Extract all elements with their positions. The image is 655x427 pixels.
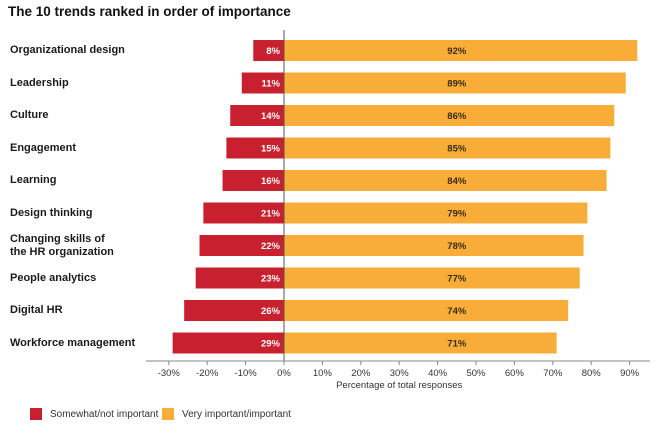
category-label: Leadership — [10, 77, 150, 90]
category-label: Engagement — [10, 142, 150, 155]
x-tick-label: -20% — [196, 368, 219, 379]
bar-negative-label: 23% — [261, 274, 281, 285]
category-label-line: Digital HR — [10, 304, 63, 316]
category-label-line: Design thinking — [10, 206, 93, 219]
category-label: Digital HR — [10, 304, 150, 317]
bar-positive-label: 79% — [447, 209, 467, 220]
bar-positive — [284, 235, 584, 256]
bar-positive-label: 77% — [447, 274, 467, 285]
category-label: Workforce management — [10, 337, 150, 350]
category-label: Design thinking — [10, 207, 150, 220]
bar-positive — [284, 267, 580, 289]
bar-positive — [284, 332, 557, 354]
category-label: Changing skills of the HR organization — [10, 233, 150, 259]
bar-negative-label: 16% — [261, 176, 281, 187]
x-tick-label: 60% — [505, 368, 525, 379]
bar-positive-label: 89% — [447, 79, 467, 90]
bar-positive — [284, 72, 626, 94]
bar-negative — [226, 137, 284, 159]
bar-negative-label: 21% — [261, 209, 281, 220]
legend-swatch-positive — [162, 408, 174, 420]
bar-negative — [222, 170, 284, 191]
category-label-line: Leadership — [10, 76, 69, 89]
bar-negative — [241, 72, 284, 94]
chart-title: The 10 trends ranked in order of importa… — [8, 4, 291, 19]
bar-negative — [199, 235, 284, 256]
x-tick-label: 20% — [351, 368, 371, 379]
bar-negative-label: 22% — [261, 241, 281, 252]
x-axis-title: Percentage of total responses — [336, 380, 462, 391]
category-label-line: Learning — [10, 174, 57, 186]
x-tick-label: 10% — [313, 368, 333, 379]
legend-label-negative: Somewhat/not important — [50, 408, 159, 420]
bar-negative-label: 29% — [261, 339, 281, 350]
x-tick-label: -30% — [158, 368, 181, 379]
x-tick-label: 90% — [620, 368, 640, 379]
bar-positive-label: 71% — [447, 339, 467, 350]
bar-positive — [284, 170, 607, 191]
bar-positive — [284, 300, 569, 321]
bar-positive-label: 84% — [447, 176, 467, 187]
legend-swatch-negative — [30, 408, 42, 420]
bar-negative — [172, 332, 284, 354]
x-tick-label: -10% — [235, 368, 258, 379]
category-label-line: Changing skills of — [10, 232, 105, 245]
x-tick-label: 30% — [390, 368, 410, 379]
bar-negative-label: 11% — [262, 79, 281, 90]
bar-positive — [284, 202, 588, 224]
bar-negative-label: 26% — [261, 306, 281, 317]
bar-positive-label: 85% — [447, 144, 467, 155]
category-label-line: People analytics — [10, 271, 97, 284]
bar-positive — [284, 105, 615, 126]
category-label-line: Organizational design — [10, 44, 125, 56]
x-tick-label: 0% — [277, 368, 291, 379]
bar-negative-label: 8% — [266, 46, 280, 57]
x-tick-label: 70% — [543, 368, 563, 379]
bar-positive — [284, 40, 638, 61]
legend-item-negative: Somewhat/not important — [30, 407, 158, 421]
category-label-line: Culture — [10, 109, 49, 121]
x-tick-label: 50% — [466, 368, 486, 379]
category-label: Learning — [10, 174, 150, 187]
bar-negative — [195, 267, 284, 289]
category-label: People analytics — [10, 272, 150, 285]
bar-positive-label: 92% — [447, 46, 467, 57]
category-label-line: Workforce management — [10, 336, 136, 349]
legend-item-positive: Very important/important — [162, 407, 291, 421]
bar-negative — [230, 105, 284, 126]
bar-negative-label: 15% — [261, 144, 281, 155]
bar-negative-label: 14% — [261, 111, 281, 122]
x-tick-label: 80% — [582, 368, 602, 379]
bar-negative — [184, 300, 284, 321]
category-label: Culture — [10, 109, 150, 122]
bar-positive-label: 74% — [447, 306, 467, 317]
legend-label-positive: Very important/important — [182, 408, 291, 420]
bar-positive — [284, 137, 611, 159]
category-label: Organizational design — [10, 44, 150, 57]
bar-negative — [253, 40, 284, 61]
category-label-line: Engagement — [10, 141, 77, 154]
bar-positive-label: 86% — [447, 111, 467, 122]
bar-negative — [203, 202, 284, 224]
x-tick-label: 40% — [428, 368, 448, 379]
category-label-line: the HR organization — [10, 245, 114, 258]
bar-positive-label: 78% — [447, 241, 467, 252]
